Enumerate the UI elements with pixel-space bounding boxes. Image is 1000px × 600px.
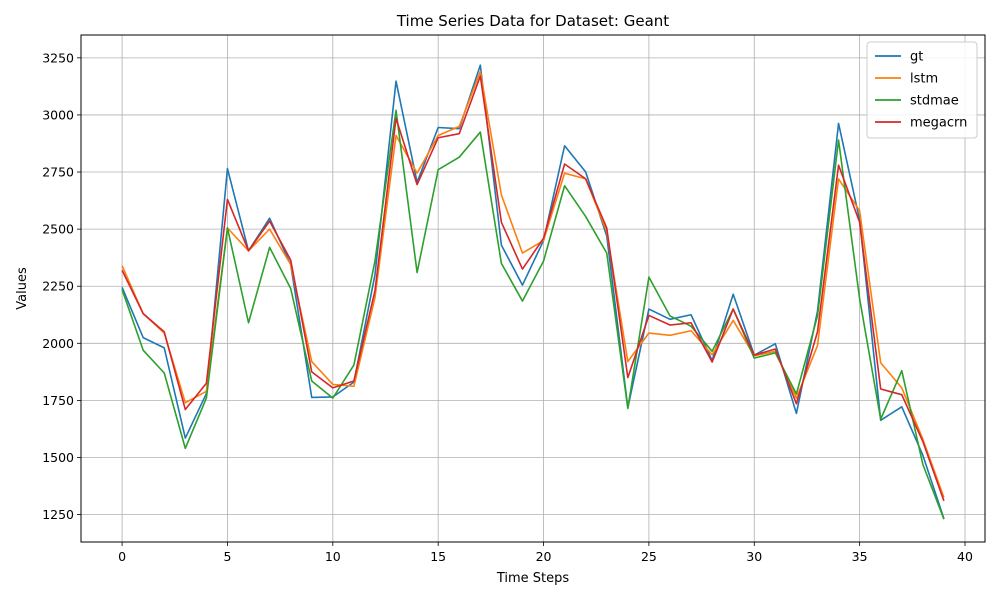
legend-label-megacrn: megacrn bbox=[910, 116, 967, 131]
legend-label-stdmae: stdmae bbox=[910, 94, 959, 109]
y-tick-label: 2750 bbox=[42, 165, 74, 180]
x-tick-label: 30 bbox=[746, 549, 762, 564]
y-tick-label: 2250 bbox=[42, 279, 74, 294]
x-tick-label: 25 bbox=[641, 549, 657, 564]
series-line-stdmae bbox=[121, 109, 945, 520]
plot-area-frame bbox=[80, 34, 986, 543]
x-tick-label: 5 bbox=[223, 549, 231, 564]
x-tick-label: 0 bbox=[118, 549, 126, 564]
y-tick-label: 3250 bbox=[42, 50, 74, 65]
y-tick-label: 2000 bbox=[42, 336, 74, 351]
legend: gt lstm stdmae megacrn bbox=[866, 41, 978, 139]
series-line-gt bbox=[121, 64, 945, 519]
series-line-lstm bbox=[121, 70, 945, 498]
y-tick-label: 1500 bbox=[42, 450, 74, 465]
x-axis-label: Time Steps bbox=[496, 571, 570, 586]
x-axis-ticks: 0 5 10 15 20 25 30 35 40 bbox=[118, 542, 973, 564]
series-lines bbox=[121, 64, 945, 520]
y-tick-label: 1750 bbox=[42, 393, 74, 408]
series-line-megacrn bbox=[121, 75, 945, 502]
x-tick-label: 40 bbox=[957, 549, 973, 564]
y-axis-label: Values bbox=[15, 267, 30, 310]
y-tick-label: 3000 bbox=[42, 107, 74, 122]
x-tick-label: 15 bbox=[430, 549, 446, 564]
x-tick-label: 10 bbox=[325, 549, 341, 564]
y-tick-label: 1250 bbox=[42, 507, 74, 522]
y-axis-ticks: 1250 1500 1750 2000 2250 2500 2750 3000 3250 bbox=[42, 50, 81, 522]
y-tick-label: 2500 bbox=[42, 222, 74, 237]
x-tick-label: 20 bbox=[536, 549, 552, 564]
chart-title: Time Series Data for Dataset: Geant bbox=[396, 12, 669, 30]
legend-label-lstm: lstm bbox=[910, 72, 938, 87]
legend-label-gt: gt bbox=[910, 50, 923, 65]
x-tick-label: 35 bbox=[852, 549, 868, 564]
legend-frame bbox=[866, 41, 978, 139]
grid bbox=[81, 35, 985, 542]
